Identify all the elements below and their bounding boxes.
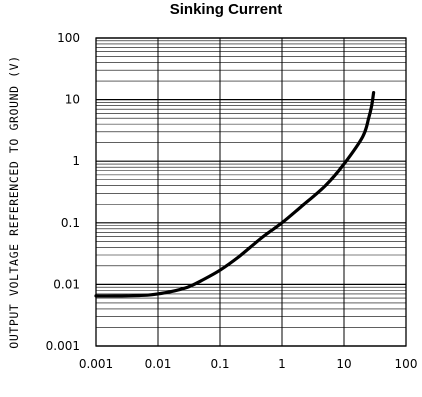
tick-labels: 0.001 0.01 0.1 1 10 100 0.001 0.01 0.1 1 10 100 [46,31,418,371]
x-tick-label: 100 [395,357,418,371]
series-line [94,91,376,298]
y-tick-label: 10 [65,93,80,107]
chart-grid [95,37,407,347]
y-tick-label: 100 [57,31,80,45]
y-tick-label: 0.01 [53,277,80,291]
x-tick-label: 10 [336,357,351,371]
plot-frame [95,37,407,347]
chart-title: Sinking Current [170,1,283,18]
y-axis-label: OUTPUT VOLTAGE REFERENCED TO GROUND (V) [7,55,21,348]
y-tick-label: 0.1 [61,216,80,230]
y-tick-label: 1 [72,154,80,168]
x-tick-label: 0.01 [145,357,172,371]
x-tick-label: 1 [278,357,286,371]
x-tick-label: 0.1 [210,357,229,371]
x-tick-label: 0.001 [79,357,113,371]
series-layer [94,91,376,298]
y-tick-label: 0.001 [46,339,80,353]
